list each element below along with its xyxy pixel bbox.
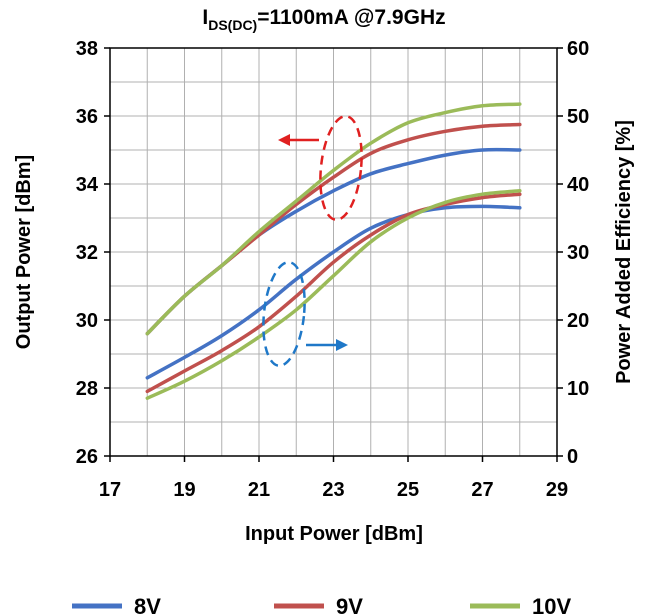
series-line-pout-10V bbox=[145, 102, 522, 336]
y-tick-label: 30 bbox=[76, 310, 98, 332]
legend-label-8V: 8V bbox=[134, 594, 161, 616]
y-tick-label: 34 bbox=[76, 174, 99, 196]
title-rest: =1100mA @7.9GHz bbox=[257, 6, 445, 29]
x-tick-label: 23 bbox=[322, 479, 344, 501]
x-tick-label: 21 bbox=[248, 479, 270, 501]
y-tick-label: 32 bbox=[76, 242, 98, 264]
title-subscript: DS(DC) bbox=[208, 17, 257, 33]
y2-tick-label: 20 bbox=[567, 310, 589, 332]
y2-tick-label: 50 bbox=[567, 106, 589, 128]
annotation-pout bbox=[278, 114, 363, 222]
annotation-pout-ellipse bbox=[319, 114, 363, 222]
annotation-pae bbox=[262, 260, 348, 368]
x-axis: 17 19 21 23 25 27 29 bbox=[99, 456, 568, 501]
series-line-pae-9V bbox=[145, 192, 522, 394]
x-tick-label: 25 bbox=[397, 479, 419, 501]
annotation-pout-arrow-head bbox=[278, 134, 290, 146]
y2-tick-label: 60 bbox=[567, 38, 589, 60]
y-tick-label: 38 bbox=[76, 38, 98, 60]
y-axis-right: 0 10 20 30 40 50 60 bbox=[557, 38, 589, 468]
x-axis-title: Input Power [dBm] bbox=[245, 523, 423, 545]
x-tick-label: 17 bbox=[99, 479, 121, 501]
series-lines bbox=[145, 102, 522, 400]
y-tick-label: 28 bbox=[76, 378, 98, 400]
y2-axis-title: Power Added Efficiency [%] bbox=[613, 120, 635, 384]
y2-tick-label: 10 bbox=[567, 378, 589, 400]
x-tick-label: 27 bbox=[471, 479, 493, 501]
annotation-pae-ellipse bbox=[262, 260, 306, 368]
chart-title: IDS(DC)=1100mA @7.9GHz bbox=[202, 6, 445, 33]
legend-label-9V: 9V bbox=[336, 594, 363, 616]
series-line-pae-10V bbox=[145, 189, 522, 400]
grid bbox=[110, 48, 557, 456]
y-axis-title: Output Power [dBm] bbox=[13, 155, 35, 349]
y-axis-left: 26 28 30 32 34 36 38 bbox=[76, 38, 110, 468]
x-tick-label: 29 bbox=[546, 479, 568, 501]
y2-tick-label: 0 bbox=[567, 446, 578, 468]
y2-tick-label: 30 bbox=[567, 242, 589, 264]
y-tick-label: 36 bbox=[76, 106, 98, 128]
legend-label-10V: 10V bbox=[532, 594, 571, 616]
series-line-pae-8V bbox=[145, 204, 522, 380]
legend: 8V 9V 10V bbox=[72, 594, 571, 616]
y-tick-label: 26 bbox=[76, 446, 98, 468]
annotation-pae-arrow-head bbox=[336, 339, 348, 351]
x-tick-label: 19 bbox=[173, 479, 195, 501]
title-main: I bbox=[202, 6, 208, 29]
y2-tick-label: 40 bbox=[567, 174, 589, 196]
